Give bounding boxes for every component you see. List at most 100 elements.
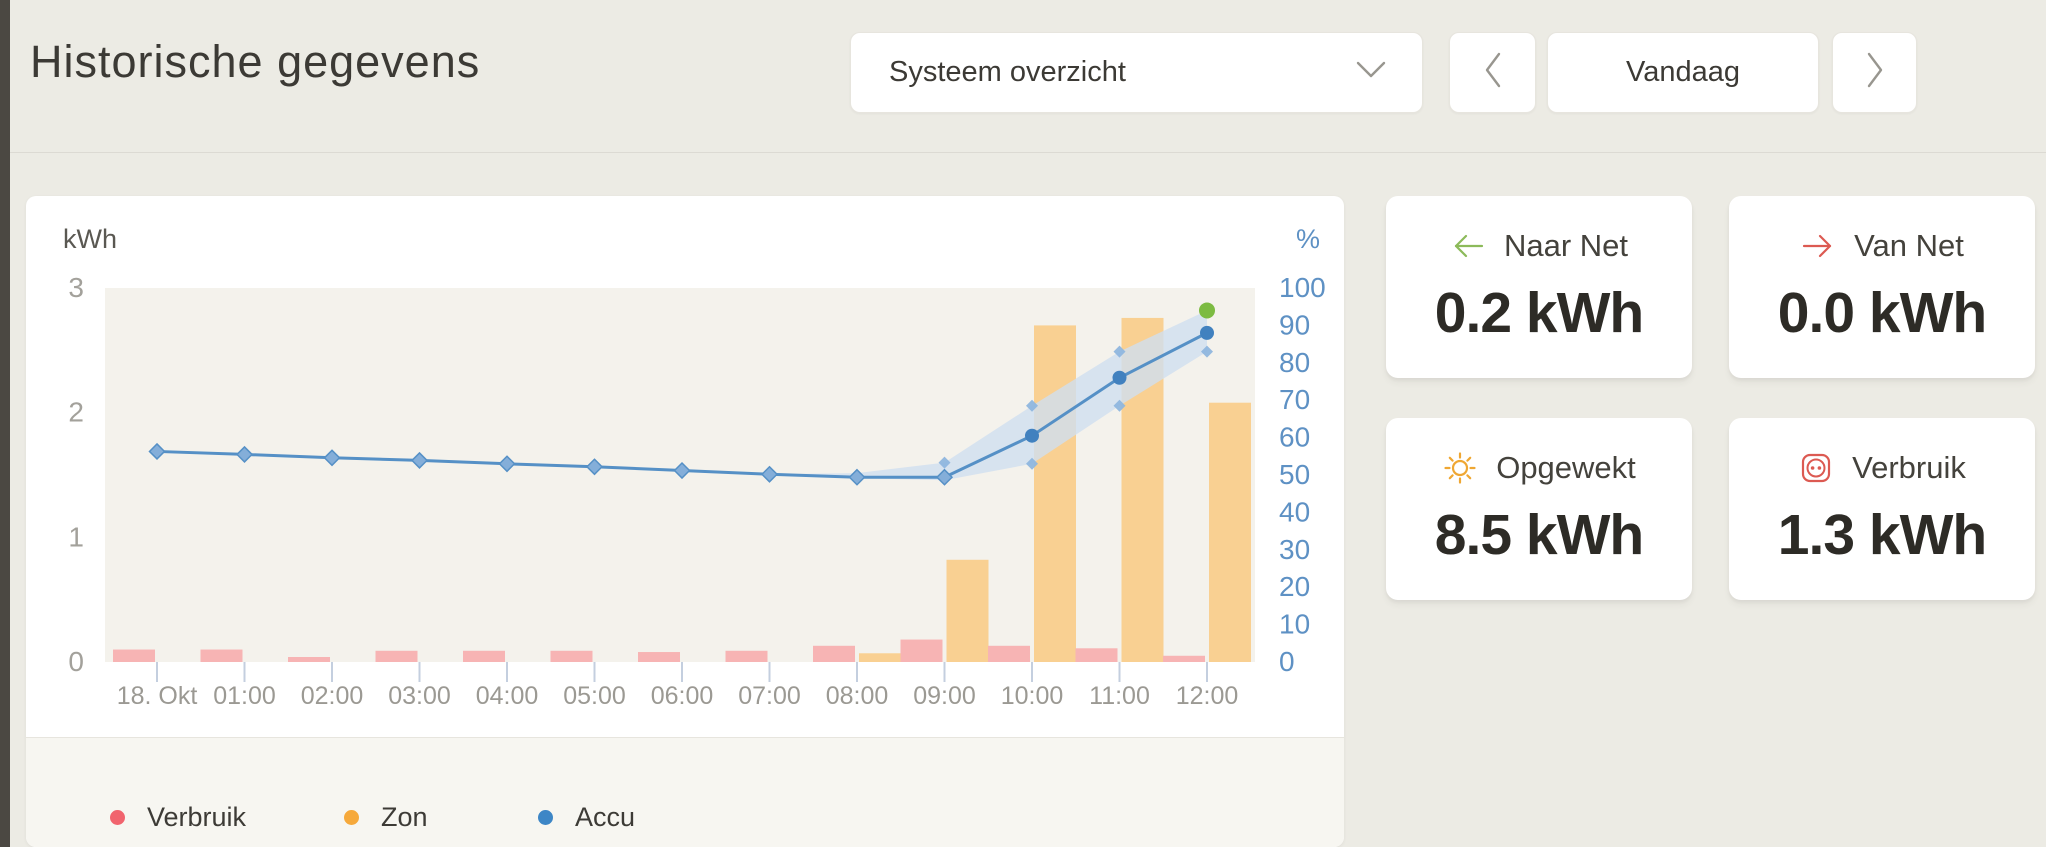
x-axis-label: 08:00 [826, 682, 889, 710]
x-axis-label: 07:00 [738, 682, 801, 710]
accu-point-09:00[interactable] [935, 468, 954, 486]
accu-band-edge-marker[interactable] [1113, 399, 1126, 412]
accu-point-06:00[interactable] [673, 461, 691, 480]
legend-label-accu: Accu [575, 802, 636, 832]
accu-point-07:00[interactable] [760, 465, 779, 483]
bar-verbruik-12:00[interactable] [1163, 655, 1205, 662]
accu-point-12:00[interactable] [1200, 325, 1214, 340]
bar-zon-10:00[interactable] [1034, 325, 1076, 662]
x-axis-label: 11:00 [1089, 682, 1150, 710]
right-axis-tick: 0 [1279, 646, 1295, 677]
legend-label-verbruik: Verbruik [147, 802, 247, 832]
bar-verbruik-02:00[interactable] [288, 657, 330, 662]
x-axis-label: 04:00 [476, 682, 539, 710]
x-axis-label: 10:00 [1001, 682, 1064, 710]
accu-point-04:00[interactable] [498, 455, 516, 473]
legend-dot-verbruik [110, 810, 125, 825]
socket-icon [1798, 450, 1834, 486]
x-axis-label: 12:00 [1176, 682, 1239, 710]
right-axis-tick: 70 [1279, 384, 1310, 415]
bar-verbruik-18. Okt[interactable] [113, 649, 155, 662]
accu-point-05:00[interactable] [585, 458, 604, 476]
bar-verbruik-04:00[interactable] [463, 650, 505, 662]
x-axis-label: 01:00 [213, 682, 276, 710]
right-axis-unit: % [1296, 224, 1320, 254]
bar-zon-08:00[interactable] [859, 653, 901, 662]
right-axis-tick: 10 [1279, 609, 1310, 640]
accu-point-11:00[interactable] [1112, 370, 1127, 385]
accu-point-03:00[interactable] [410, 451, 429, 469]
arrow-right-icon [1800, 228, 1836, 264]
page-title: Historische gegevens [30, 36, 481, 87]
bar-verbruik-08:00[interactable] [813, 645, 855, 662]
legend-item-verbruik[interactable]: Verbruik [110, 802, 246, 833]
x-axis-label: 03:00 [388, 682, 451, 710]
accu-forecast-band [769, 310, 1207, 481]
right-axis-tick: 100 [1279, 272, 1326, 303]
x-axis-label: 05:00 [563, 682, 626, 710]
bar-verbruik-10:00[interactable] [988, 645, 1030, 662]
left-axis-unit: kWh [63, 224, 117, 254]
bar-verbruik-06:00[interactable] [638, 652, 680, 662]
header-divider [10, 152, 2046, 153]
accu-band-edge-marker[interactable] [1026, 399, 1038, 412]
x-axis-label: 02:00 [301, 682, 364, 710]
accu-point-10:00[interactable] [1025, 428, 1039, 443]
right-axis-tick: 90 [1279, 309, 1310, 340]
accu-band-edge-marker[interactable] [938, 456, 951, 469]
chevron-right-icon [1866, 52, 1884, 93]
bar-verbruik-11:00[interactable] [1075, 648, 1118, 662]
bar-verbruik-09:00[interactable] [900, 639, 943, 662]
bar-verbruik-07:00[interactable] [725, 650, 768, 662]
stat-card-opgewekt: Opgewekt 8.5 kWh [1386, 418, 1692, 600]
chart-legend: Verbruik Zon Accu [26, 737, 1344, 847]
bar-verbruik-01:00[interactable] [200, 649, 243, 662]
sun-icon [1442, 450, 1478, 486]
accu-max-marker[interactable] [1199, 302, 1215, 319]
legend-dot-zon [344, 810, 359, 825]
legend-label-zon: Zon [381, 802, 428, 832]
x-axis-label: 06:00 [651, 682, 714, 710]
view-selector-dropdown[interactable]: Systeem overzicht [850, 32, 1423, 113]
accu-point-01:00[interactable] [235, 445, 254, 463]
view-selector-value: Systeem overzicht [889, 56, 1126, 88]
stat-value: 1.3 kWh [1777, 503, 1987, 567]
left-axis-tick: 2 [68, 397, 84, 428]
prev-period-button[interactable] [1449, 32, 1536, 113]
left-edge-bar [0, 0, 10, 847]
stat-value: 0.0 kWh [1777, 281, 1987, 345]
bar-verbruik-03:00[interactable] [375, 650, 418, 662]
chevron-left-icon [1484, 52, 1502, 93]
legend-item-accu[interactable]: Accu [538, 802, 635, 833]
date-range-label: Vandaag [1626, 56, 1740, 88]
accu-point-08:00[interactable] [848, 468, 866, 486]
stat-value: 0.2 kWh [1434, 281, 1644, 345]
stat-value: 8.5 kWh [1434, 503, 1644, 567]
history-chart-card: kWh% 3 2 1 0 100 90 80 70 60 50 40 30 20 10 0 18. Okt 01:… [26, 196, 1344, 847]
accu-band-edge-marker[interactable] [1026, 457, 1038, 470]
right-axis-tick: 60 [1279, 422, 1310, 453]
accu-band-edge-marker[interactable] [1201, 345, 1213, 358]
accu-band-edge-marker[interactable] [1113, 345, 1126, 358]
x-axis-label: 09:00 [913, 682, 976, 710]
stat-card-verbruik: Verbruik 1.3 kWh [1729, 418, 2035, 600]
stat-label: Naar Net [1503, 228, 1629, 263]
accu-point-02:00[interactable] [323, 449, 341, 467]
left-axis-tick: 1 [68, 521, 84, 552]
right-axis-tick: 50 [1279, 459, 1310, 490]
bar-zon-12:00[interactable] [1209, 402, 1251, 662]
stat-card-naar-net: Naar Net 0.2 kWh [1386, 196, 1692, 378]
stat-card-van-net: Van Net 0.0 kWh [1729, 196, 2035, 378]
stat-label: Van Net [1854, 228, 1964, 263]
legend-item-zon[interactable]: Zon [344, 802, 428, 833]
accu-point-18. Okt[interactable] [148, 442, 166, 460]
left-axis-tick: 0 [68, 646, 84, 677]
stat-label: Opgewekt [1496, 450, 1636, 485]
date-range-button[interactable]: Vandaag [1547, 32, 1819, 113]
bar-zon-09:00[interactable] [946, 559, 989, 662]
next-period-button[interactable] [1832, 32, 1917, 113]
right-axis-tick: 80 [1279, 347, 1310, 378]
bar-verbruik-05:00[interactable] [550, 650, 593, 662]
arrow-left-icon [1450, 228, 1486, 264]
